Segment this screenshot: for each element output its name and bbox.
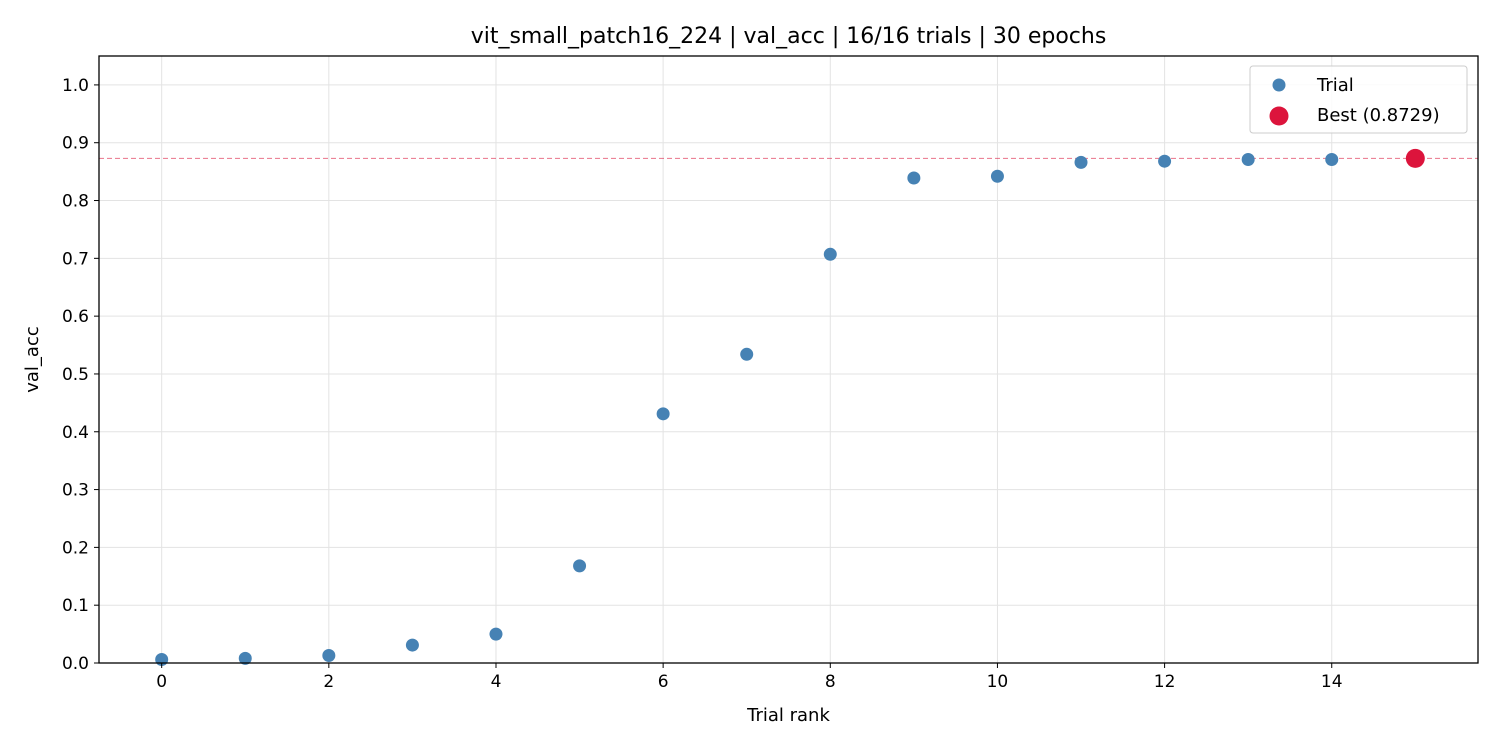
x-tick-label: 0 — [156, 672, 167, 692]
y-tick-label: 1.0 — [62, 76, 89, 96]
y-tick-label: 0.7 — [62, 249, 89, 269]
x-tick-label: 2 — [323, 672, 334, 692]
y-tick-label: 0.2 — [62, 538, 89, 558]
y-tick-label: 0.8 — [62, 192, 89, 212]
x-tick-label: 14 — [1321, 672, 1343, 692]
best-point — [1405, 148, 1425, 168]
trial-point — [990, 169, 1004, 183]
x-axis-label: Trial rank — [746, 705, 830, 726]
trial-point — [656, 407, 670, 421]
legend-label-trial: Trial — [1316, 75, 1354, 96]
points-layer — [155, 148, 1425, 667]
y-tick-label: 0.6 — [62, 307, 89, 327]
legend-box — [1249, 65, 1468, 134]
y-tick-label: 0.5 — [62, 365, 89, 385]
y-tick-label: 0.1 — [62, 596, 89, 616]
y-tick-label: 0.0 — [62, 654, 89, 674]
chart-title: vit_small_patch16_224 | val_acc | 16/16 … — [471, 24, 1107, 49]
trial-point — [573, 559, 587, 573]
trial-point — [322, 648, 336, 662]
legend-label-best: Best (0.8729) — [1317, 105, 1440, 126]
trial-point — [1158, 154, 1172, 168]
legend-marker-trial — [1272, 78, 1286, 92]
y-axis-label: val_acc — [22, 326, 43, 393]
trial-point — [740, 347, 754, 361]
trial-point — [405, 638, 419, 652]
x-tick-label: 12 — [1154, 672, 1176, 692]
ticks-layer: 0 2 4 6 8 10 12 14 0.0 0.1 0.2 0.3 0.4 0.5 0.6 0.7 0.8 0.… — [62, 76, 1343, 692]
y-tick-label: 0.9 — [62, 134, 89, 154]
trial-point — [1325, 152, 1339, 166]
plot-frame — [98, 55, 1479, 664]
trial-point — [238, 651, 252, 665]
trial-point — [907, 171, 921, 185]
trial-point — [1074, 155, 1088, 169]
x-tick-label: 10 — [987, 672, 1009, 692]
x-tick-label: 8 — [825, 672, 836, 692]
x-tick-label: 4 — [491, 672, 502, 692]
trial-point — [1241, 152, 1255, 166]
y-tick-label: 0.4 — [62, 423, 89, 443]
y-tick-label: 0.3 — [62, 481, 89, 501]
legend: Trial Best (0.8729) — [1249, 65, 1468, 134]
trial-point — [489, 627, 503, 641]
legend-marker-best — [1269, 106, 1289, 126]
x-tick-label: 6 — [658, 672, 669, 692]
trial-point — [823, 247, 837, 261]
